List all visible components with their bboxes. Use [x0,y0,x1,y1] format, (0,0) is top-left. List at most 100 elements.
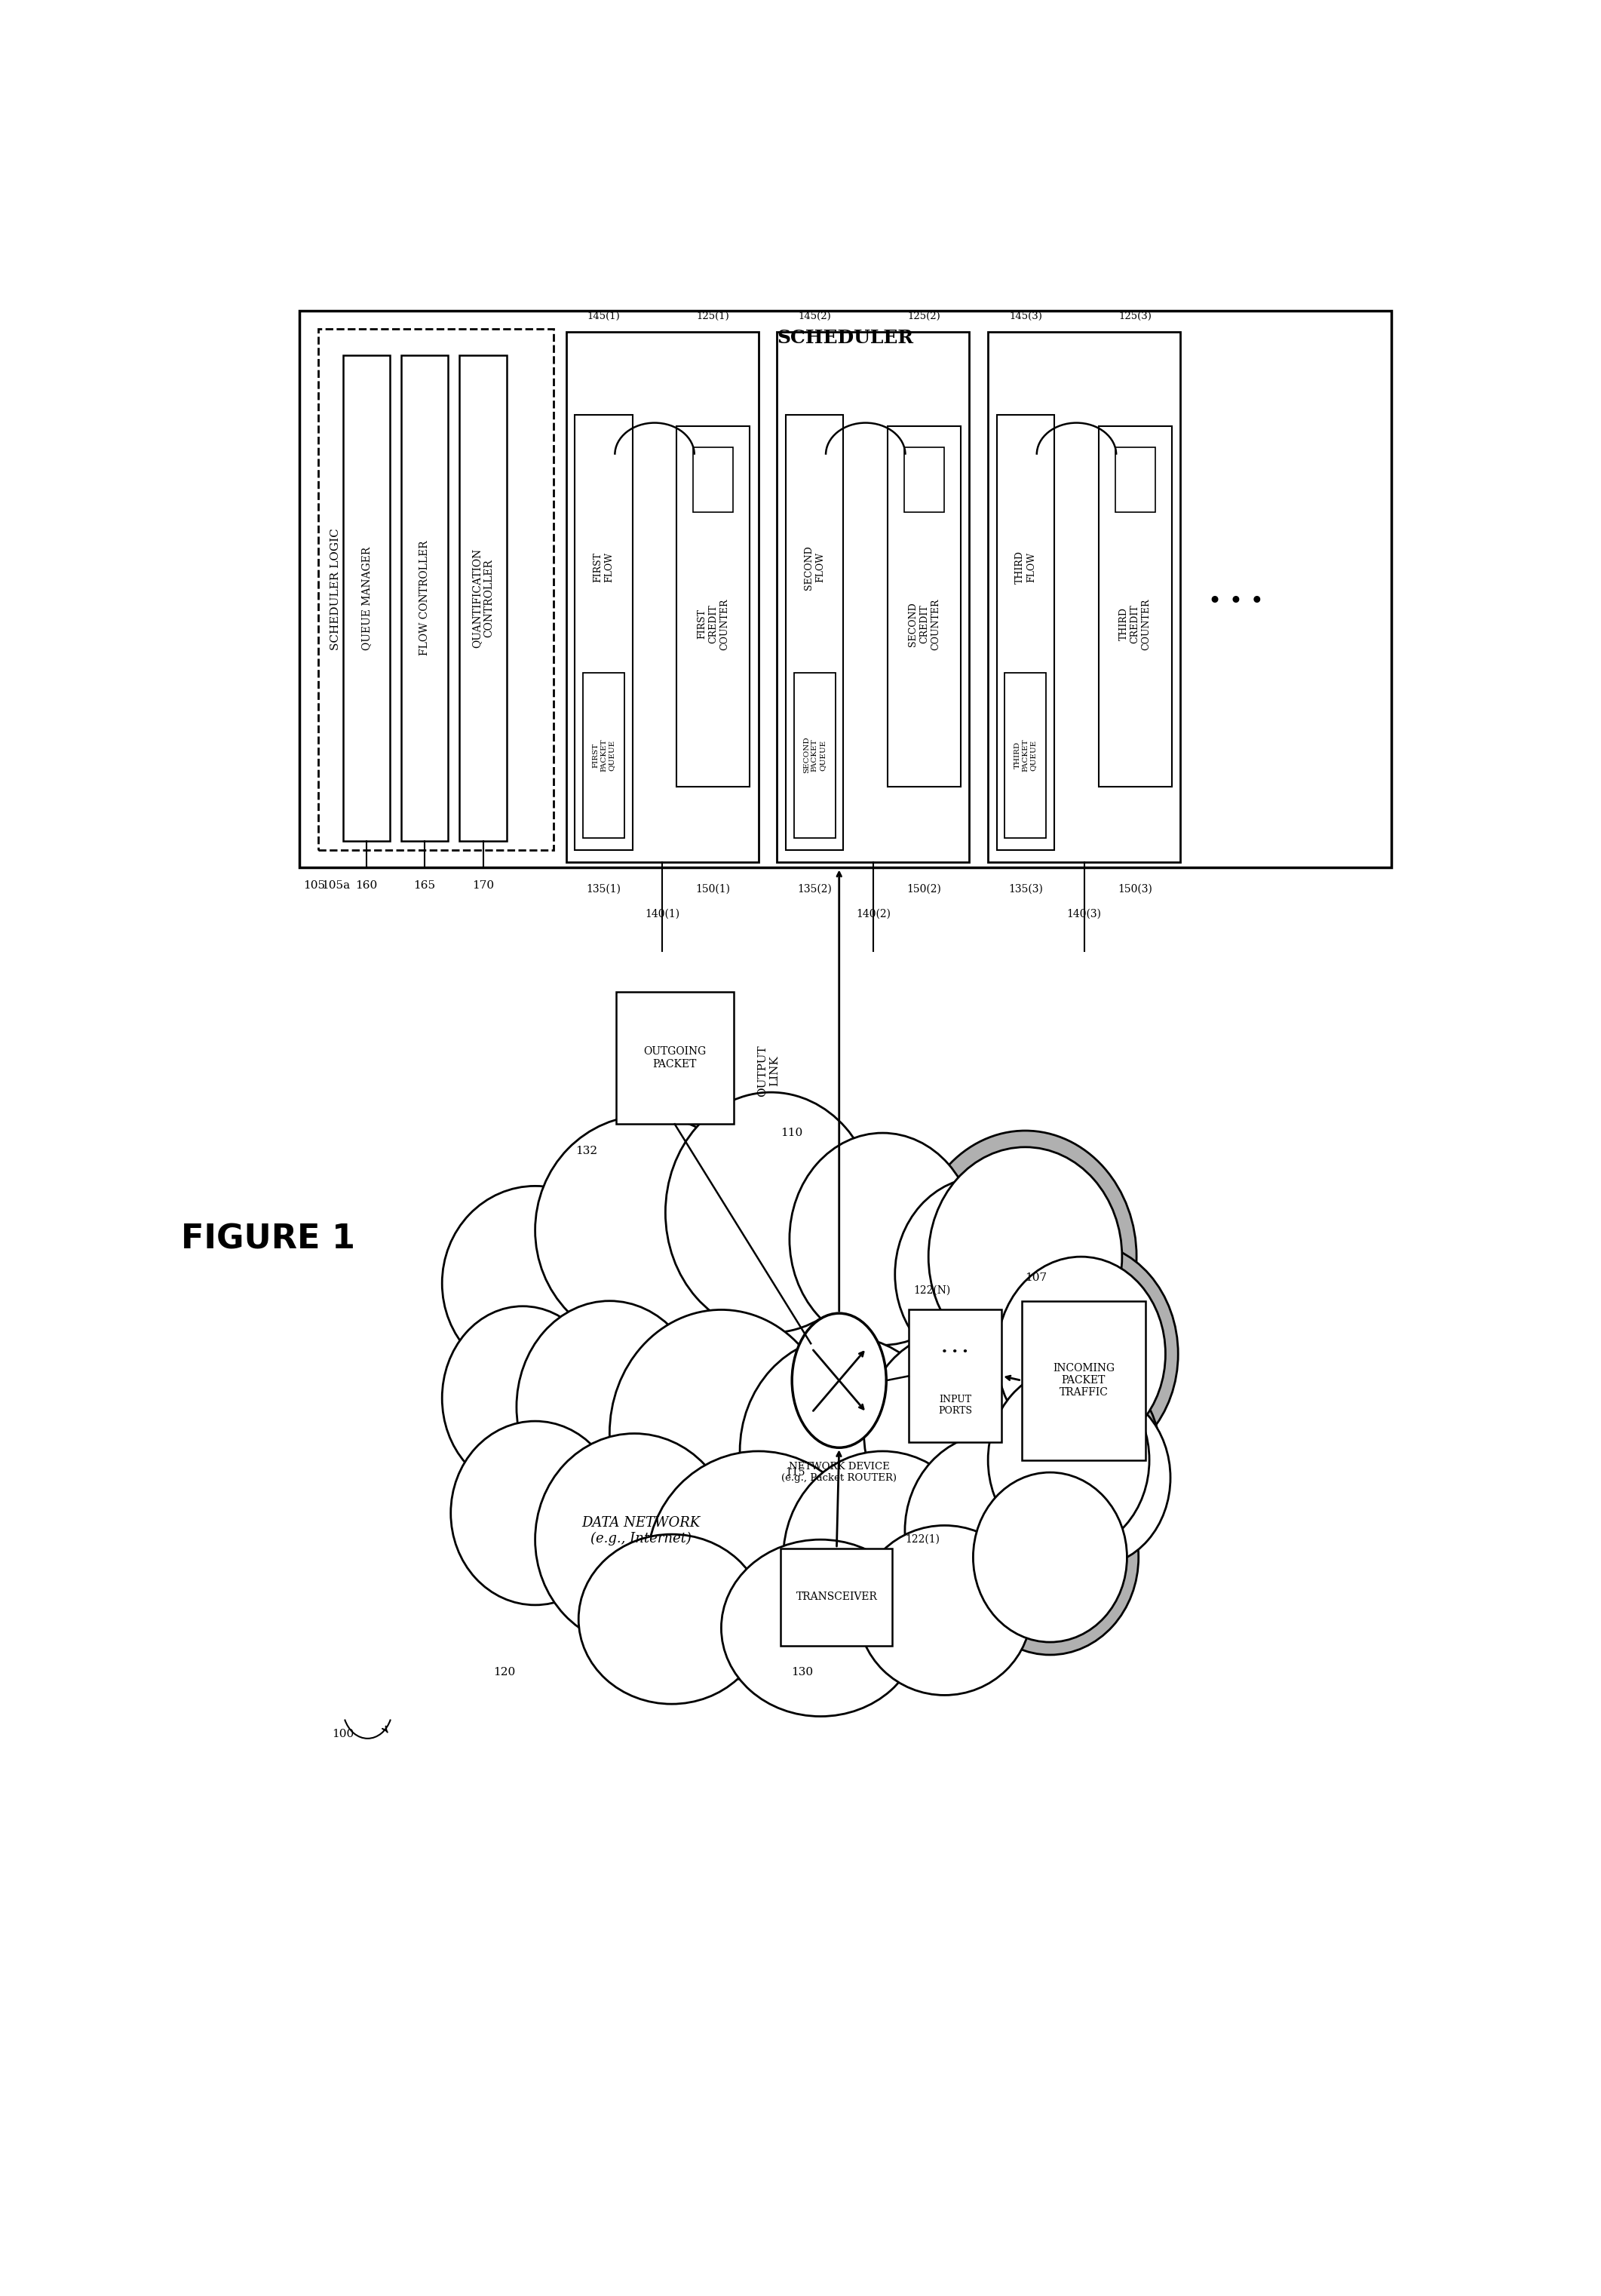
Ellipse shape [895,1178,1069,1371]
Bar [1021,1302,1146,1460]
Text: 100: 100 [331,1729,354,1740]
Bar [343,356,391,840]
Ellipse shape [858,1525,1031,1694]
Bar [781,1548,892,1646]
Bar [319,328,554,850]
Ellipse shape [517,1302,703,1513]
Text: FIRST
FLOW: FIRST FLOW [592,553,615,583]
Text: 145(1): 145(1) [588,312,620,321]
Text: THIRD
FLOW: THIRD FLOW [1015,551,1036,583]
Text: 122(1): 122(1) [905,1534,940,1545]
Ellipse shape [451,1421,620,1605]
Bar [905,448,945,512]
Bar [997,416,1055,850]
Text: THIRD
CREDIT
COUNTER: THIRD CREDIT COUNTER [1119,599,1151,650]
Bar [786,416,844,850]
Ellipse shape [1017,1389,1170,1566]
Text: 122(N): 122(N) [914,1286,951,1295]
Text: 135(2): 135(2) [797,884,833,893]
Bar [887,425,961,788]
Text: FLOW CONTROLLER: FLOW CONTROLLER [419,540,431,657]
Ellipse shape [647,1451,871,1681]
Bar [1114,448,1156,512]
Ellipse shape [720,1541,919,1717]
Text: 150(3): 150(3) [1117,884,1153,893]
Text: SECOND
PACKET
QUEUE: SECOND PACKET QUEUE [804,737,826,774]
Ellipse shape [442,1187,628,1380]
Ellipse shape [962,1460,1138,1655]
Text: FIGURE 1: FIGURE 1 [181,1224,355,1256]
Text: SECOND
CREDIT
COUNTER: SECOND CREDIT COUNTER [908,599,940,650]
Bar [459,356,506,840]
Ellipse shape [783,1451,981,1662]
Ellipse shape [985,1242,1178,1465]
Text: OUTGOING
PACKET: OUTGOING PACKET [644,1047,706,1070]
Text: QUEUE MANAGER: QUEUE MANAGER [362,546,371,650]
Text: 135(1): 135(1) [586,884,621,893]
Bar [988,333,1180,863]
Text: FIRST
CREDIT
COUNTER: FIRST CREDIT COUNTER [696,599,730,650]
Bar [402,356,448,840]
Text: SCHEDULER LOGIC: SCHEDULER LOGIC [330,528,341,650]
Text: SCHEDULER: SCHEDULER [776,328,914,347]
Text: 107: 107 [1025,1272,1047,1283]
Bar [616,992,733,1125]
Bar [677,425,749,788]
Ellipse shape [865,1332,1050,1536]
Text: INPUT
PORTS: INPUT PORTS [938,1394,972,1417]
Bar [299,310,1391,868]
Text: 110: 110 [781,1127,802,1139]
Bar [794,673,836,838]
Ellipse shape [789,1132,975,1345]
Bar [909,1309,1002,1442]
Text: OUTPUT
LINK: OUTPUT LINK [757,1045,780,1097]
Bar [583,673,624,838]
Text: 115: 115 [786,1467,805,1479]
Bar [1098,425,1172,788]
Bar [693,448,733,512]
Text: 135(3): 135(3) [1009,884,1042,893]
Text: • • •: • • • [941,1348,969,1357]
Text: 130: 130 [791,1667,813,1678]
Ellipse shape [973,1472,1127,1642]
Bar [567,333,759,863]
Text: 125(3): 125(3) [1119,312,1151,321]
Ellipse shape [905,1433,1084,1628]
Text: FIRST
PACKET
QUEUE: FIRST PACKET QUEUE [592,739,615,771]
Text: • • •: • • • [1209,590,1265,615]
Text: 160: 160 [355,879,378,891]
Text: 120: 120 [493,1667,516,1678]
Text: 165: 165 [413,879,435,891]
Ellipse shape [977,1355,1161,1566]
Ellipse shape [442,1306,604,1490]
Text: 125(1): 125(1) [696,312,730,321]
Text: 145(3): 145(3) [1009,312,1042,321]
Ellipse shape [997,1256,1166,1451]
Ellipse shape [988,1368,1150,1552]
Text: 132: 132 [575,1146,597,1155]
Text: THIRD
PACKET
QUEUE: THIRD PACKET QUEUE [1015,739,1037,771]
Text: 150(1): 150(1) [696,884,730,893]
Bar [1005,673,1047,838]
Ellipse shape [666,1093,876,1332]
Ellipse shape [914,1130,1137,1382]
Text: NETWORK DEVICE
(e.g., Packet ROUTER): NETWORK DEVICE (e.g., Packet ROUTER) [781,1463,897,1483]
Ellipse shape [610,1309,833,1557]
Ellipse shape [740,1336,951,1566]
Ellipse shape [578,1534,765,1704]
Ellipse shape [535,1433,733,1646]
Text: 125(2): 125(2) [908,312,941,321]
Bar [776,333,970,863]
Text: 170: 170 [472,879,495,891]
Text: 140(1): 140(1) [645,909,680,918]
Ellipse shape [929,1148,1122,1366]
Text: QUANTIFICATION
CONTROLLER: QUANTIFICATION CONTROLLER [472,549,495,647]
Text: 105a: 105a [322,879,351,891]
Text: 140(2): 140(2) [857,909,890,918]
Text: 145(2): 145(2) [799,312,831,321]
Ellipse shape [964,1297,1124,1481]
Bar [575,416,632,850]
Text: 150(2): 150(2) [906,884,941,893]
Text: SECOND
FLOW: SECOND FLOW [804,544,825,590]
Text: 105: 105 [303,879,325,891]
